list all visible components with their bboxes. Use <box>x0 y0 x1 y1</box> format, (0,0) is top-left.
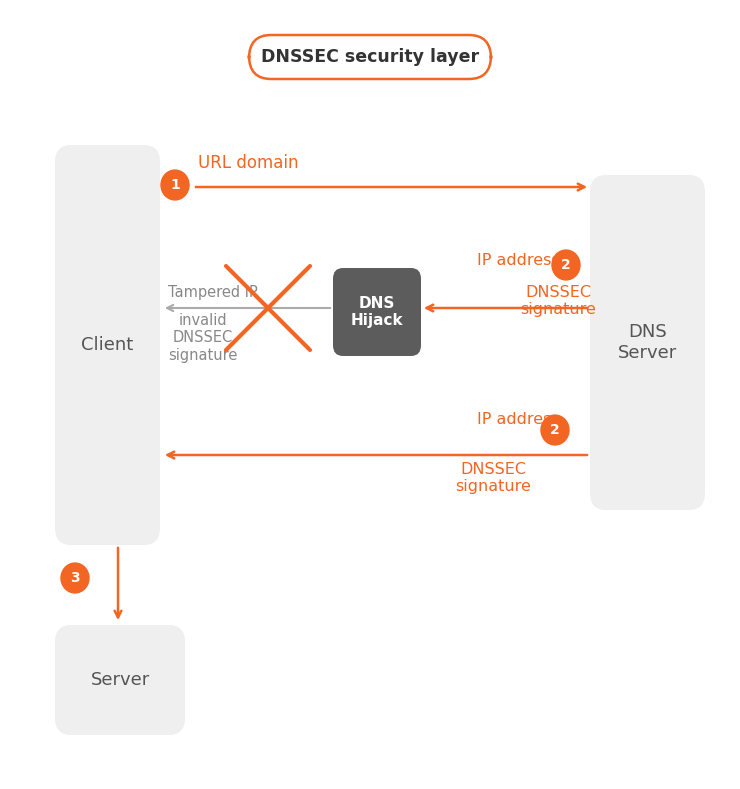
Circle shape <box>541 415 569 445</box>
Text: 2: 2 <box>561 258 571 272</box>
FancyBboxPatch shape <box>55 625 185 735</box>
FancyBboxPatch shape <box>590 175 705 510</box>
Text: Client: Client <box>81 336 134 354</box>
Text: URL domain: URL domain <box>198 154 298 172</box>
Text: DNS
Hijack: DNS Hijack <box>351 296 403 328</box>
Text: 2: 2 <box>550 423 560 437</box>
Text: 1: 1 <box>170 178 180 192</box>
FancyBboxPatch shape <box>249 35 491 79</box>
Text: Tampered IP: Tampered IP <box>168 285 258 300</box>
Text: IP address: IP address <box>477 253 560 268</box>
Circle shape <box>61 563 89 593</box>
Text: IP address: IP address <box>477 412 560 427</box>
FancyBboxPatch shape <box>55 145 160 545</box>
Circle shape <box>161 170 189 200</box>
Circle shape <box>552 250 580 280</box>
Text: Server: Server <box>90 671 149 689</box>
Text: DNSSEC
signature: DNSSEC signature <box>520 285 596 317</box>
FancyBboxPatch shape <box>333 268 421 356</box>
Text: DNS
Server: DNS Server <box>618 323 677 362</box>
Text: invalid
DNSSEC
signature: invalid DNSSEC signature <box>168 313 238 363</box>
Text: DNSSEC
signature: DNSSEC signature <box>455 462 531 495</box>
Text: 3: 3 <box>70 571 80 585</box>
Text: DNSSEC security layer: DNSSEC security layer <box>261 48 479 66</box>
